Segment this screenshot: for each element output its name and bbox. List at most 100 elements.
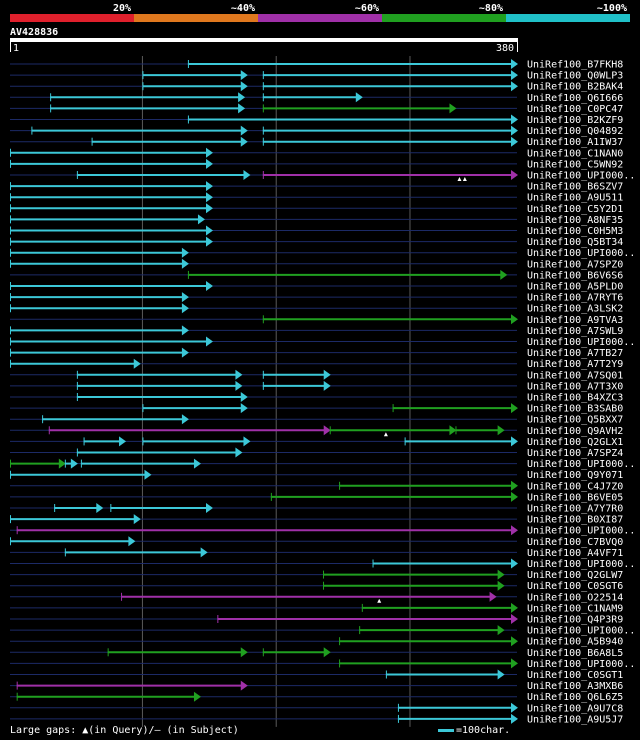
segment-end-arrow [193,458,201,469]
hit-row: UniRef100_B7FKH8 [10,59,623,71]
segment-end-arrow [238,92,246,103]
hit-row: UniRef100_A7SPZ0 [10,258,623,270]
segment-end-arrow [449,103,457,114]
segment-end-arrow [497,580,505,591]
segment-end-arrow [511,636,518,647]
legend-label-3: ~60% [355,3,379,14]
hit-label: UniRef100_Q2GLX1 [527,437,623,448]
hit-label: UniRef100_B6VE05 [527,492,623,503]
segment-end-arrow [511,170,518,180]
hit-label: UniRef100_A7T2Y9 [527,359,623,370]
hit-label: UniRef100_Q4P3R9 [527,615,623,626]
segment-end-arrow [58,458,66,469]
segment-end-arrow [240,392,248,402]
hit-row: UniRef100_A7RYT6 [10,292,623,304]
hit-label: UniRef100_A7SWL9 [527,326,623,337]
hit-row: UniRef100_A9U511 [10,192,623,204]
segment-end-arrow [511,403,518,414]
segment-end-arrow [181,247,189,258]
hit-row: UniRef100_C0PC47 [10,103,623,115]
hit-label: UniRef100_Q04892 [527,126,623,137]
hit-row: UniRef100_UPI000.. [10,525,635,537]
large-gap-marker [457,177,462,181]
hit-row: UniRef100_B2BAK4 [10,81,623,93]
hit-label: UniRef100_Q6I666 [527,93,623,104]
hit-label: UniRef100_A1IW37 [527,137,623,148]
segment-end-arrow [511,436,518,447]
hit-row: UniRef100_B0XI87 [10,514,623,526]
hit-row: UniRef100_A9U5J7 [10,713,623,725]
hit-row: UniRef100_A9TVA3 [10,314,623,326]
segment-end-arrow [205,225,213,236]
segment-end-arrow [511,658,518,669]
legend-label-1: 20% [113,3,131,14]
segment-end-arrow [96,503,104,513]
segment-end-arrow [181,325,189,336]
segment-end-arrow [205,336,213,347]
hit-label: UniRef100_Q9Y071 [527,470,623,481]
hit-row: UniRef100_C1NAN0 [10,147,623,159]
hit-row: UniRef100_A5PLD0 [10,281,623,293]
hit-label: UniRef100_B4XZC3 [527,393,623,404]
segment-end-arrow [511,525,518,536]
hit-row: UniRef100_B6A8L5 [10,647,623,659]
segment-end-arrow [511,614,518,624]
hit-row: UniRef100_A4VF71 [10,547,623,559]
hit-row: UniRef100_B2KZF9 [10,114,623,126]
segment-end-arrow [511,70,518,81]
query-start-tick [10,42,11,52]
hit-label: UniRef100_C1NAM9 [527,603,623,614]
segment-end-arrow [70,458,78,469]
hit-label: UniRef100_A7SPZ4 [527,448,623,459]
segment-end-arrow [323,369,331,380]
hit-label: UniRef100_Q5BT34 [527,237,623,248]
hit-label: UniRef100_A3MXB6 [527,681,623,692]
hit-row: UniRef100_Q5BT34 [10,236,623,248]
hit-label: UniRef100_UPI000.. [527,526,635,537]
hit-label: UniRef100_UPI000.. [527,659,635,670]
hit-row: UniRef100_A7SQ01 [10,369,623,381]
segment-end-arrow [489,591,497,602]
segment-end-arrow [205,192,213,203]
hit-row: UniRef100_A7Y7R0 [10,503,623,515]
hit-row: UniRef100_C0SGT6 [10,580,623,592]
hit-label: UniRef100_C0PC47 [527,104,623,115]
segment-end-arrow [133,514,141,525]
hit-label: UniRef100_B3SAB0 [527,404,623,415]
hit-label: UniRef100_Q2GLW7 [527,570,623,581]
segment-end-arrow [511,136,518,147]
segment-end-arrow [181,347,189,358]
hit-row: UniRef100_A9U7C8 [10,702,623,714]
segment-end-arrow [235,447,243,458]
segment-end-arrow [500,269,508,280]
hit-label: UniRef100_A5B940 [527,637,623,648]
hit-row: UniRef100_A3LSK2 [10,303,623,315]
segment-end-arrow [511,59,518,69]
hit-label: UniRef100_UPI000.. [527,248,635,259]
legend-swatch-1 [10,14,134,22]
segment-end-arrow [240,70,248,81]
hit-label: UniRef100_Q9AVH2 [527,426,623,437]
hit-label: UniRef100_Q5BXX7 [527,415,623,426]
segment-end-arrow [205,158,213,169]
hit-row: UniRef100_B6VE05 [10,491,623,503]
hit-row: UniRef100_UPI000.. [10,247,635,259]
hit-row: UniRef100_C5WN92 [10,158,623,170]
legend-label-4: ~80% [479,3,503,14]
segment-end-arrow [197,214,205,225]
segment-end-arrow [497,425,505,436]
segment-end-arrow [238,103,246,114]
segment-end-arrow [323,425,331,436]
segment-end-arrow [497,669,505,680]
hit-row: UniRef100_Q04892 [10,125,623,137]
legend-label-2: ~40% [231,3,255,14]
segment-end-arrow [511,491,518,502]
hit-label: UniRef100_UPI000.. [527,337,635,348]
segment-end-arrow [511,713,518,724]
query-end-label: 380 [496,43,514,54]
hit-row: UniRef100_C7BVQ0 [10,536,623,548]
hit-row: UniRef100_Q6L6Z5 [10,691,623,703]
hit-label: UniRef100_UPI000.. [527,459,635,470]
segment-end-arrow [323,647,331,658]
hit-label: UniRef100_A7TB27 [527,348,623,359]
